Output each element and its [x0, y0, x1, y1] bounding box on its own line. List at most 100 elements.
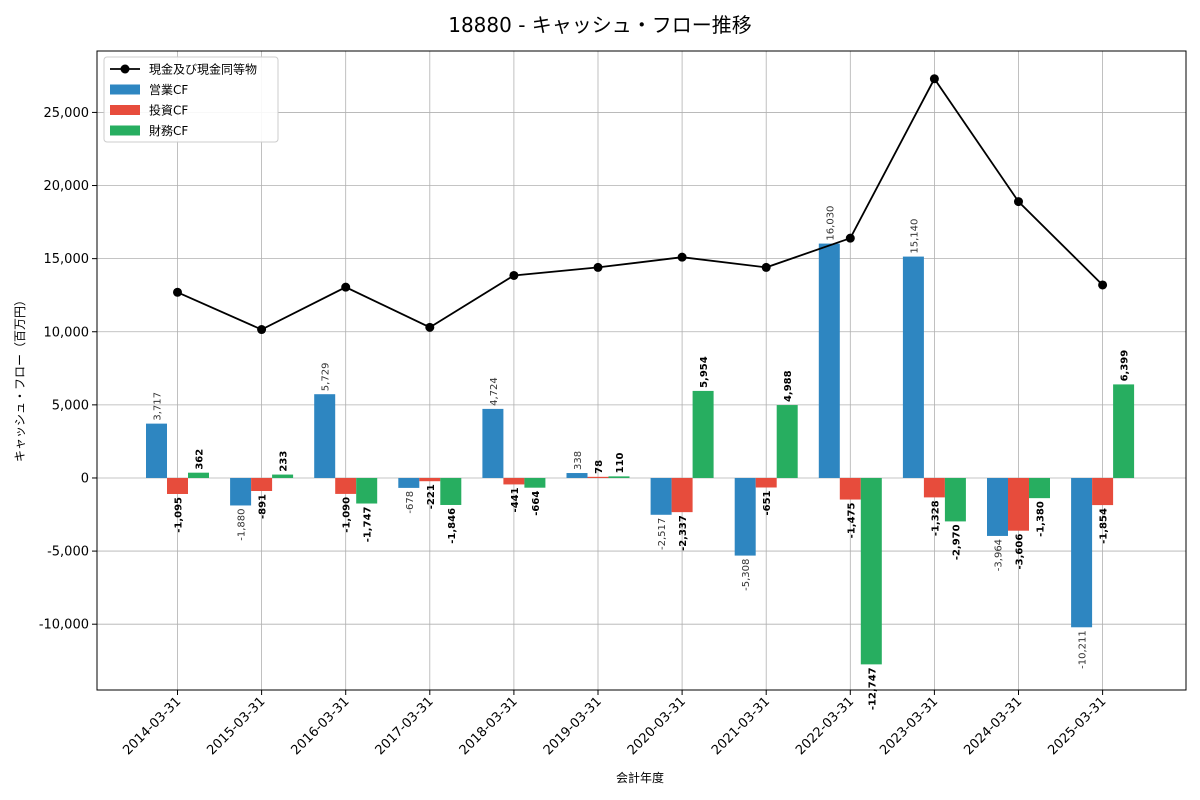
- bar-value-label: -1,095: [174, 497, 185, 533]
- bar-value-label: 78: [594, 460, 605, 474]
- bar-投資CF-2018-03-31: [503, 477, 525, 485]
- legend-swatch-財務CF: [110, 125, 140, 136]
- cash-line-point-2025-03-31: [1098, 280, 1108, 290]
- bar-営業CF-2015-03-31: [230, 477, 252, 506]
- bar-投資CF-2014-03-31: [167, 477, 188, 494]
- bar-value-label: -221: [426, 484, 437, 509]
- bar-財務CF-2020-03-31: [692, 390, 714, 478]
- legend-swatch-marker: [120, 64, 130, 74]
- cash-line-point-2015-03-31: [257, 325, 267, 335]
- plot-frame: [96, 50, 1187, 691]
- bar-value-label: -1,380: [1036, 501, 1047, 537]
- bar-value-label: -1,854: [1099, 508, 1110, 544]
- cash-line-point-2024-03-31: [1014, 197, 1023, 207]
- cash-line-point-2019-03-31: [593, 262, 603, 272]
- bar-投資CF-2016-03-31: [335, 477, 357, 494]
- bar-財務CF-2023-03-31: [944, 477, 966, 522]
- y-tick-label: 25,000: [44, 106, 90, 121]
- bar-value-label: -12,747: [867, 667, 878, 710]
- bar-投資CF-2025-03-31: [1092, 477, 1114, 506]
- bar-value-label: -1,328: [930, 500, 941, 536]
- cash-line-point-2016-03-31: [341, 282, 351, 292]
- bar-営業CF-2018-03-31: [482, 408, 504, 478]
- bar-value-label: 5,729: [321, 363, 332, 392]
- bar-投資CF-2021-03-31: [755, 477, 777, 488]
- bar-value-label: 4,988: [783, 370, 794, 402]
- cash-line-path: [177, 77, 1104, 331]
- bar-value-label: -651: [762, 490, 773, 515]
- bar-財務CF-2018-03-31: [524, 477, 546, 488]
- bar-投資CF-2024-03-31: [1008, 477, 1029, 531]
- bar-value-label: -1,880: [237, 508, 248, 540]
- bar-営業CF-2025-03-31: [1071, 477, 1093, 628]
- cash-line-point-2020-03-31: [677, 252, 687, 262]
- bar-value-label: 3,717: [153, 392, 164, 421]
- y-tick-label: 15,000: [44, 252, 90, 267]
- bar-value-label: -664: [531, 491, 542, 516]
- x-tick-label: 2020-03-31: [625, 694, 689, 758]
- bar-営業CF-2022-03-31: [818, 243, 840, 478]
- y-tick-label: 5,000: [52, 398, 89, 413]
- grid: [97, 51, 1186, 690]
- bar-labels: 3,717 -1,880 5,729 -678 4,724 338 -2,517 -5,308…: [153, 206, 1131, 711]
- bar-投資CF-2020-03-31: [671, 477, 693, 513]
- x-tick-label: 2019-03-31: [541, 694, 605, 758]
- bar-value-label: 110: [615, 452, 626, 473]
- bar-value-label: 5,954: [699, 356, 710, 388]
- legend-label: 投資CF: [149, 103, 188, 118]
- cash-line: [173, 74, 1108, 335]
- bar-財務CF-2021-03-31: [776, 405, 798, 478]
- legend-swatch-投資CF: [110, 105, 140, 115]
- bar-投資CF-2019-03-31: [587, 476, 609, 478]
- bar-value-label: -441: [510, 487, 521, 512]
- bar-value-label: -2,517: [657, 518, 668, 550]
- x-tick-label: 2024-03-31: [961, 694, 1025, 758]
- y-tick-label: -5,000: [47, 545, 89, 560]
- x-tick-label: 2017-03-31: [373, 694, 437, 758]
- bar-営業CF-2016-03-31: [314, 394, 336, 478]
- cash-line-point-2021-03-31: [761, 262, 771, 272]
- bar-value-label: -678: [405, 491, 416, 514]
- bar-営業CF-2019-03-31: [566, 473, 588, 478]
- bar-value-label: 15,140: [909, 219, 920, 254]
- x-tick-label: 2025-03-31: [1045, 694, 1109, 758]
- cash-line-point-2014-03-31: [173, 287, 182, 297]
- x-tick-label: 2016-03-31: [288, 694, 352, 758]
- bar-財務CF-2016-03-31: [356, 477, 378, 504]
- bar-value-label: -1,475: [846, 503, 857, 539]
- bar-営業CF-2017-03-31: [398, 477, 420, 488]
- y-axis-ticks: -10,000 -5,000 0 5,000 10,000 15,000 20,000 25,…: [39, 106, 97, 633]
- bar-value-label: -3,964: [994, 539, 1005, 571]
- bar-営業CF-2020-03-31: [650, 477, 672, 515]
- bars: [146, 243, 1135, 665]
- bar-財務CF-2024-03-31: [1029, 477, 1050, 499]
- bar-営業CF-2024-03-31: [987, 477, 1008, 536]
- x-tick-label: 2014-03-31: [120, 694, 184, 758]
- cash-line-point-2017-03-31: [425, 322, 435, 332]
- bar-営業CF-2021-03-31: [734, 477, 756, 556]
- bar-財務CF-2017-03-31: [440, 477, 462, 505]
- x-tick-label: 2021-03-31: [709, 694, 773, 758]
- bar-財務CF-2014-03-31: [188, 472, 209, 478]
- bar-value-label: 6,399: [1120, 350, 1131, 382]
- bar-value-label: -5,308: [741, 559, 752, 591]
- bar-value-label: -3,606: [1015, 534, 1026, 570]
- bar-投資CF-2017-03-31: [419, 477, 441, 482]
- cash-line-point-2022-03-31: [845, 233, 855, 243]
- bar-value-label: -1,747: [363, 506, 374, 542]
- y-tick-label: 10,000: [44, 325, 90, 340]
- chart-title: 18880 - キャッシュ・フロー推移: [448, 13, 752, 37]
- bar-営業CF-2023-03-31: [902, 256, 924, 478]
- x-tick-label: 2023-03-31: [877, 694, 941, 758]
- legend-label: 財務CF: [149, 123, 188, 138]
- bar-投資CF-2015-03-31: [251, 477, 273, 492]
- cash-line-point-2023-03-31: [929, 74, 939, 84]
- bar-財務CF-2015-03-31: [272, 474, 294, 478]
- bar-value-label: -1,090: [342, 497, 353, 533]
- bar-財務CF-2022-03-31: [860, 477, 882, 665]
- bar-value-label: -1,846: [447, 508, 458, 544]
- bar-財務CF-2025-03-31: [1113, 384, 1135, 478]
- x-tick-label: 2022-03-31: [793, 694, 857, 758]
